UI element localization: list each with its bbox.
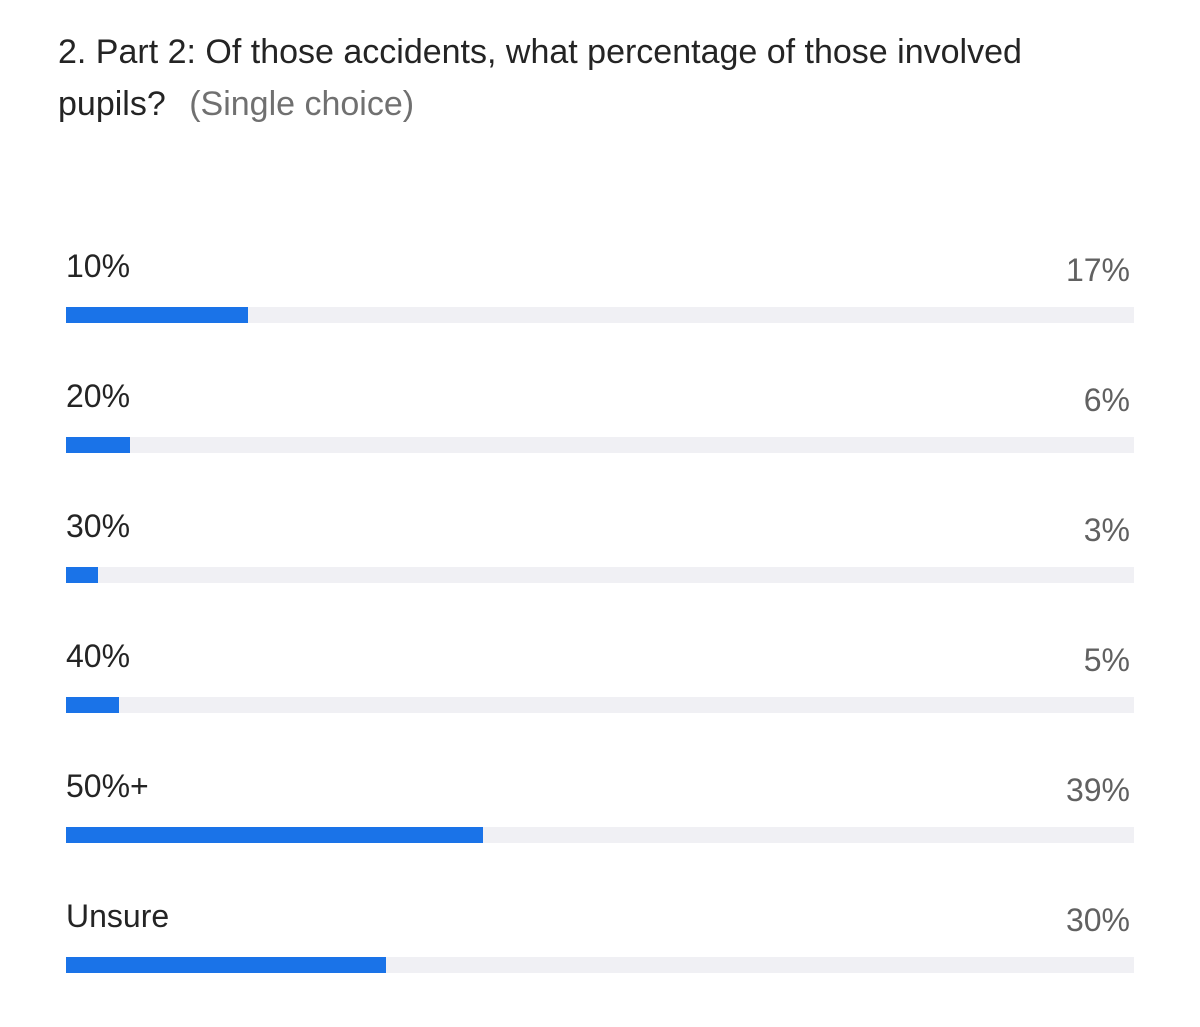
result-row: Unsure 30%: [66, 890, 1134, 1020]
bar-track: [66, 827, 1134, 843]
result-row: 50%+ 39%: [66, 760, 1134, 890]
bar-track: [66, 307, 1134, 323]
option-percentage: 5%: [1083, 642, 1130, 678]
option-label: 20%: [66, 378, 131, 414]
option-label: Unsure: [66, 898, 170, 934]
bar-fill: [66, 307, 248, 323]
bar-track: [66, 697, 1134, 713]
option-label: 10%: [66, 248, 131, 284]
bar-fill: [66, 697, 120, 713]
result-row: 40% 5%: [66, 630, 1134, 760]
results-chart: 10% 17% 20% 6% 30% 3% 40% 5% 50%+ 39% Unsure 30%: [66, 240, 1134, 1020]
bar-fill: [66, 957, 387, 973]
option-label: 50%+: [66, 768, 149, 804]
option-label: 30%: [66, 508, 131, 544]
bar-track: [66, 567, 1134, 583]
bar-fill: [66, 827, 483, 843]
question-title: 2. Part 2: Of those accidents, what perc…: [58, 33, 1022, 123]
result-row: 10% 17%: [66, 240, 1134, 370]
bar-track: [66, 957, 1134, 973]
option-label: 40%: [66, 638, 131, 674]
option-percentage: 30%: [1065, 902, 1130, 938]
result-row: 20% 6%: [66, 370, 1134, 500]
question-title-block: 2. Part 2: Of those accidents, what perc…: [58, 26, 1118, 130]
question-type-hint: (Single choice): [189, 85, 415, 123]
bar-fill: [66, 437, 131, 453]
result-row: 30% 3%: [66, 500, 1134, 630]
option-percentage: 39%: [1065, 772, 1130, 808]
bar-fill: [66, 567, 99, 583]
option-percentage: 6%: [1083, 382, 1130, 418]
option-percentage: 3%: [1083, 512, 1130, 548]
bar-track: [66, 437, 1134, 453]
option-percentage: 17%: [1065, 252, 1130, 288]
